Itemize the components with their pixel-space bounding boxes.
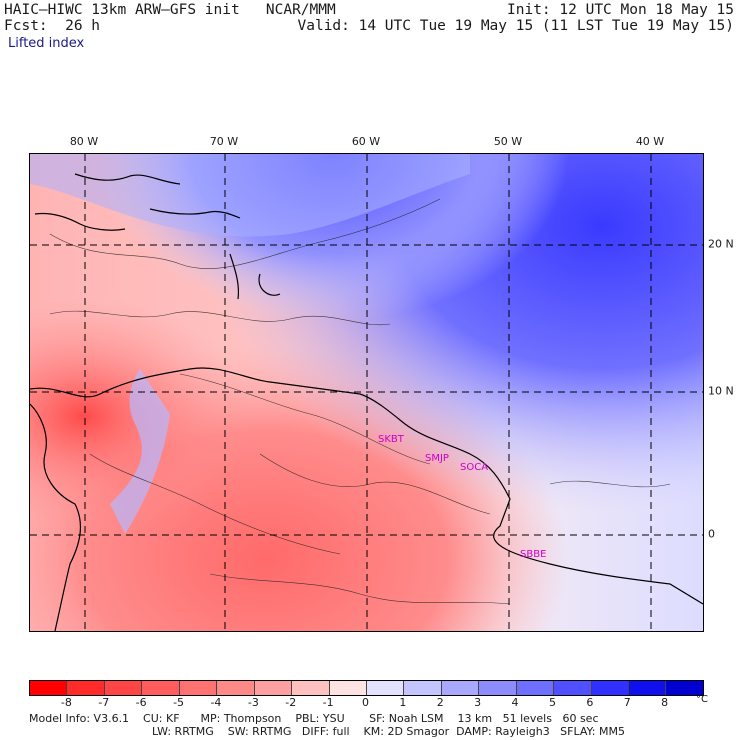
station-skbt: SKBT <box>378 434 405 445</box>
colorbar-tick-label: -1 <box>322 696 334 709</box>
colorbar-swatch <box>479 681 517 695</box>
colorbar-tick-label: -2 <box>285 696 297 709</box>
model-info-line1: Model Info: V3.6.1 CU: KF MP: Thompson P… <box>29 712 599 725</box>
colorbar-tick-label: 5 <box>548 696 556 709</box>
colorbar-swatch <box>104 681 143 695</box>
init-time: Init: 12 UTC Mon 18 May 15 <box>507 2 734 18</box>
field-andes-stable <box>110 369 170 534</box>
colorbar-tick-label: 4 <box>511 696 519 709</box>
station-smjp: SMJP <box>425 453 449 464</box>
coastlines <box>30 173 703 631</box>
colorbar-swatch <box>67 681 105 695</box>
lat-label-20n: 20 N <box>708 237 734 251</box>
station-sbbe: SBBE <box>520 549 546 560</box>
colorbar-tick-label: 8 <box>661 696 669 709</box>
colorbar <box>29 680 704 696</box>
colorbar-tick-label: 6 <box>586 696 594 709</box>
colorbar-tick-label: -8 <box>60 696 72 709</box>
lon-label-70w: 70 W <box>209 135 239 148</box>
colorbar-swatch <box>30 681 68 695</box>
forecast-hour: Fcst: 26 h <box>4 18 101 34</box>
colorbar-swatch <box>516 681 555 695</box>
colorbar-swatch <box>666 681 703 695</box>
colorbar-tick-label: 7 <box>623 696 631 709</box>
colorbar-swatch <box>179 681 218 695</box>
colorbar-tick-label: 1 <box>399 696 407 709</box>
colorbar-swatch <box>329 681 367 695</box>
graticule <box>30 154 703 631</box>
contours <box>49 198 671 605</box>
colorbar-swatch <box>292 681 330 695</box>
colorbar-swatch <box>254 681 293 695</box>
colorbar-swatch <box>591 681 629 695</box>
lon-label-40w: 40 W <box>635 135 665 148</box>
colorbar-unit: °C <box>696 694 708 705</box>
colorbar-tick-label: -3 <box>247 696 259 709</box>
colorbar-swatch <box>404 681 442 695</box>
colorbar-tick-label: -5 <box>173 696 185 709</box>
colorbar-swatch <box>629 681 667 695</box>
station-soca: SOCA <box>460 462 488 473</box>
lat-label-0: 0 <box>708 527 715 541</box>
model-info-line2: LW: RRTMG SW: RRTMG DIFF: full KM: 2D Sm… <box>152 725 625 738</box>
lon-label-60w: 60 W <box>351 135 381 148</box>
colorbar-tick-label: -7 <box>98 696 110 709</box>
lifted-index-map: SKBT SMJP SOCA SBBE <box>29 153 704 632</box>
colorbar-swatch <box>441 681 480 695</box>
colorbar-tick-label: -4 <box>210 696 222 709</box>
colorbar-tick-label: 0 <box>362 696 369 709</box>
colorbar-swatch <box>142 681 180 695</box>
field-name: Lifted index <box>8 36 85 51</box>
valid-time: Valid: 14 UTC Tue 19 May 15 (11 LST Tue … <box>297 18 735 34</box>
model-title: HAIC–HIWC 13km ARW–GFS init NCAR/MMM <box>4 2 336 18</box>
lon-label-50w: 50 W <box>493 135 523 148</box>
lat-label-10n: 10 N <box>708 384 734 398</box>
colorbar-swatch <box>554 681 592 695</box>
colorbar-tick-label: 2 <box>436 696 444 709</box>
colorbar-swatch <box>217 681 255 695</box>
colorbar-tick-label: -6 <box>135 696 147 709</box>
lon-label-80w: 80 W <box>69 135 99 148</box>
colorbar-tick-label: 3 <box>474 696 482 709</box>
colorbar-swatch <box>366 681 405 695</box>
